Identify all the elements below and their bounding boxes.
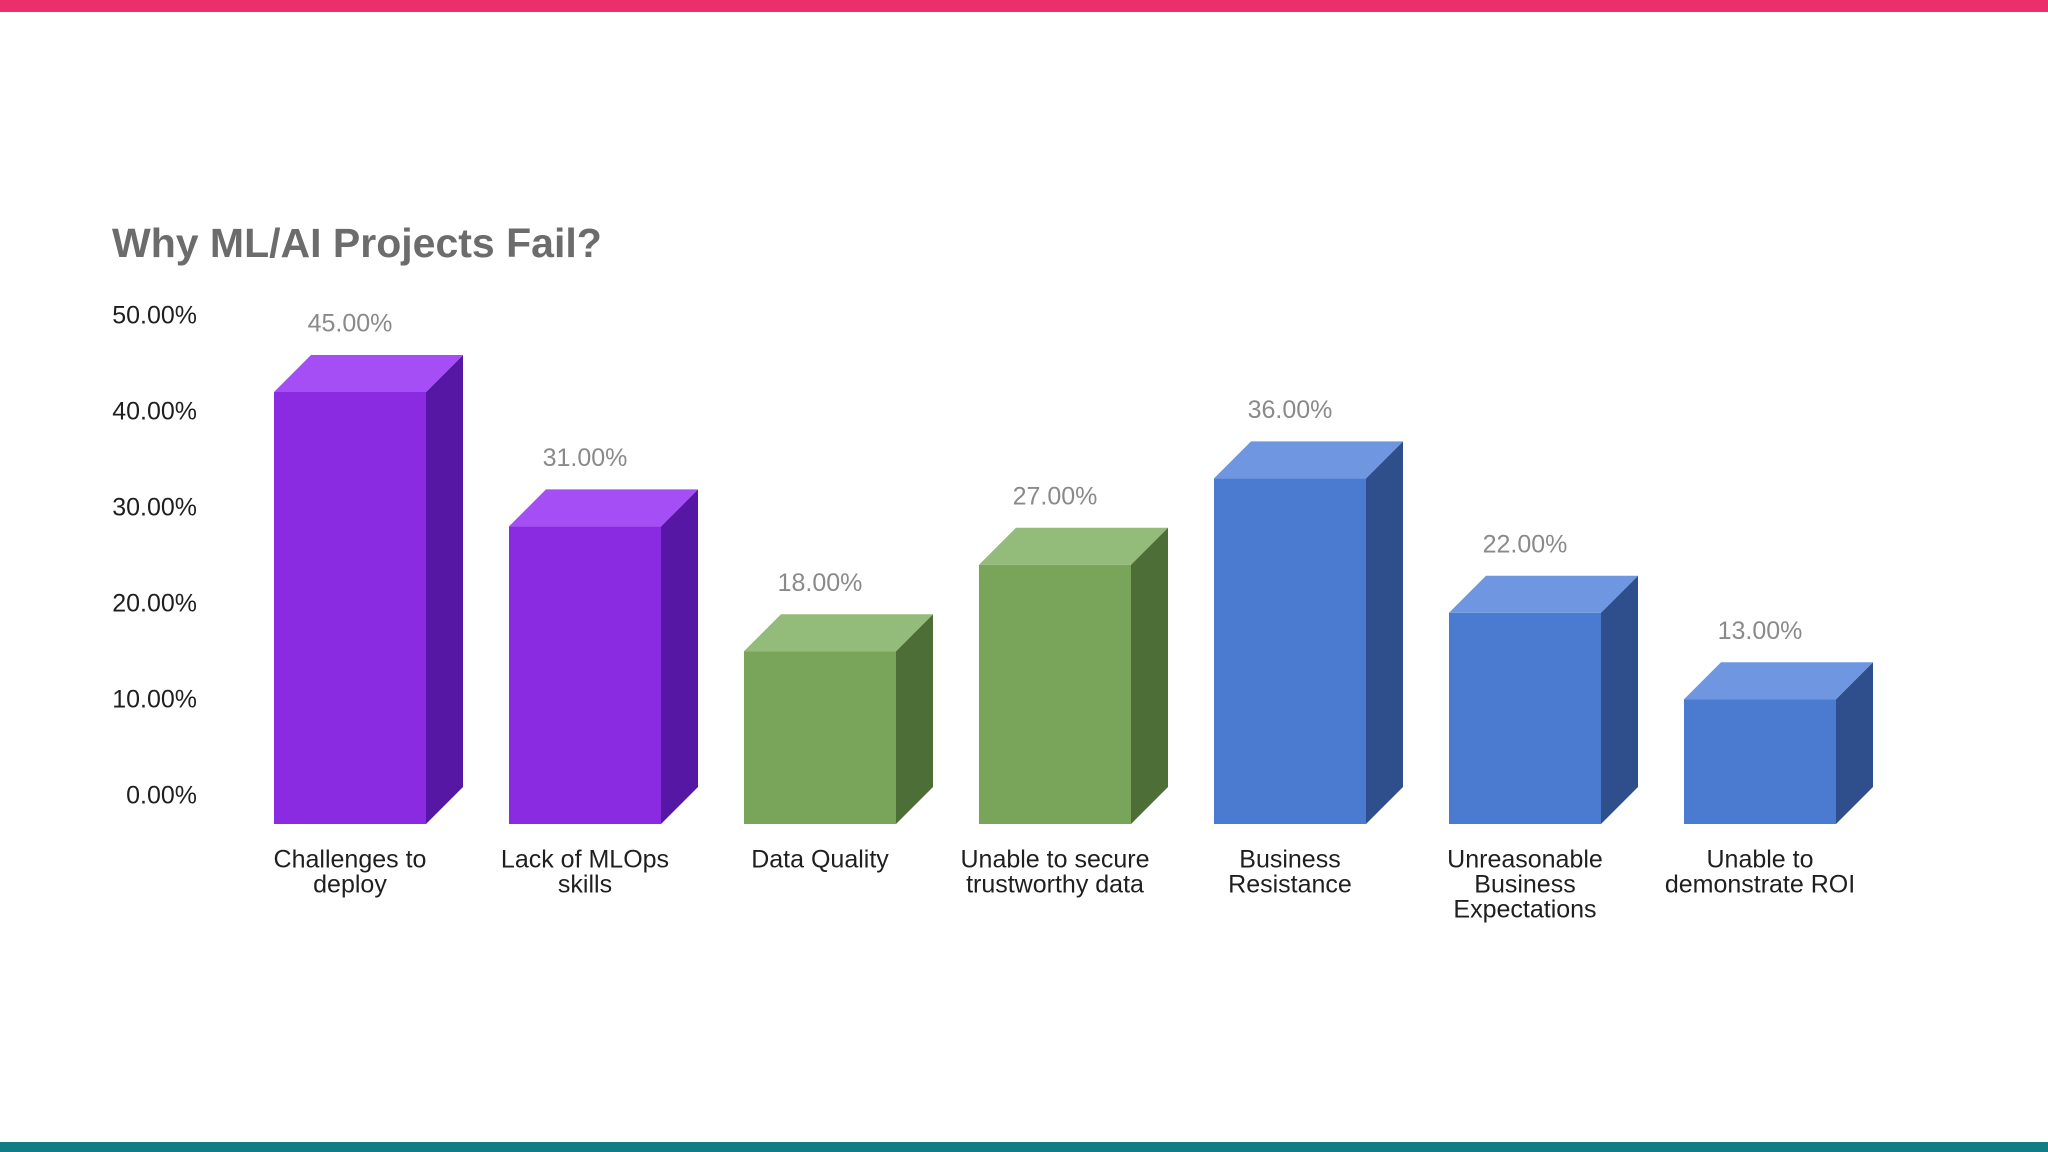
bar-top-face [509, 489, 698, 527]
x-tick-label: Resistance [1228, 871, 1352, 899]
y-tick-label: 10.00% [112, 686, 197, 714]
x-tick-label: Unreasonable [1447, 846, 1603, 874]
bar-side-face [1601, 575, 1638, 824]
x-tick-label: Lack of MLOps [501, 846, 669, 874]
data-label: 36.00% [1248, 396, 1333, 424]
y-tick-label: 40.00% [112, 398, 197, 426]
bar-top-face [1449, 575, 1638, 613]
data-label: 31.00% [543, 444, 628, 472]
bar-side-face [1131, 527, 1168, 824]
x-tick-label: Expectations [1453, 896, 1596, 924]
bar-top-face [274, 355, 463, 392]
x-tick-label: trustworthy data [966, 871, 1144, 899]
x-tick-label: Data Quality [751, 846, 889, 874]
chart-title: Why ML/AI Projects Fail? [112, 220, 602, 266]
bottom-accent-bar [0, 1142, 2048, 1152]
bar-side-face [1836, 662, 1873, 824]
bar [1214, 478, 1366, 824]
x-tick-label: demonstrate ROI [1665, 871, 1855, 899]
bar-side-face [1366, 441, 1403, 824]
bar-side-face [896, 614, 933, 824]
bar [979, 564, 1131, 824]
x-tick-label: deploy [313, 871, 387, 899]
bar-side-face [661, 489, 698, 824]
bar-top-face [979, 527, 1168, 565]
y-tick-label: 30.00% [112, 494, 197, 522]
y-tick-label: 50.00% [112, 302, 197, 330]
bar-group: 18.00% Data Quality [744, 569, 933, 874]
y-tick-label: 20.00% [112, 590, 197, 618]
bar [274, 392, 426, 824]
bar [1449, 612, 1601, 824]
x-tick-label: Unable to secure [960, 846, 1149, 874]
bar-top-face [1214, 441, 1403, 479]
data-label: 45.00% [308, 310, 393, 338]
y-tick-label: 0.00% [126, 782, 197, 810]
top-accent-bar [0, 0, 2048, 12]
x-tick-label: Challenges to [274, 846, 427, 874]
bar [744, 651, 896, 824]
bar [1684, 699, 1836, 824]
data-label: 13.00% [1718, 617, 1803, 645]
x-tick-label: Business [1474, 871, 1575, 899]
bar [509, 526, 661, 824]
data-label: 27.00% [1013, 482, 1098, 510]
bar-top-face [744, 614, 933, 652]
x-tick-label: Business [1239, 846, 1340, 874]
bar-top-face [1684, 662, 1873, 700]
x-tick-label: Unable to [1706, 846, 1813, 874]
data-label: 22.00% [1483, 530, 1568, 558]
bar-side-face [426, 355, 463, 824]
x-tick-label: skills [558, 871, 612, 899]
data-label: 18.00% [778, 569, 863, 597]
